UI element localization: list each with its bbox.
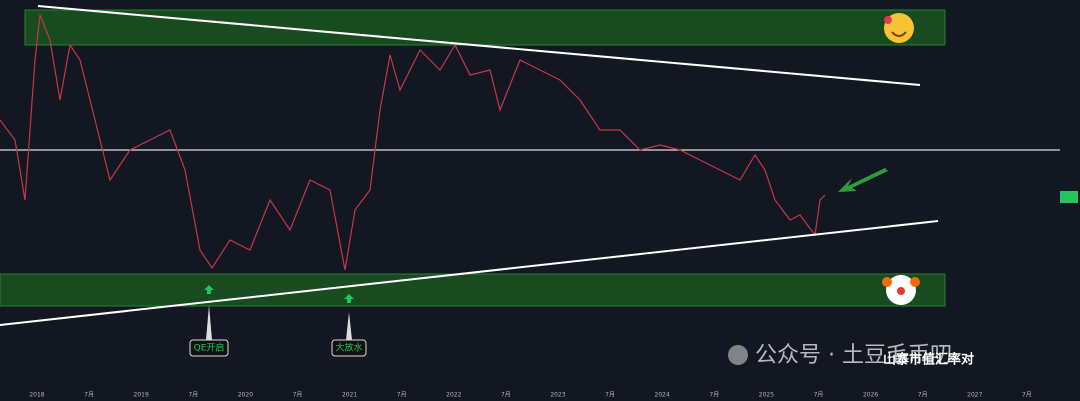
x-axis-label: 7月 [188,392,198,399]
x-axis-label: 2020 [238,392,253,399]
x-axis-label: 7月 [501,392,511,399]
up-arrow [344,294,354,303]
x-axis-label: 2021 [342,392,357,399]
clown-hair [910,277,920,287]
x-axis-label: 7月 [1022,392,1032,399]
clown-nose [897,287,905,295]
x-axis-label: 7月 [709,392,719,399]
x-axis-label: 7月 [918,392,928,399]
top-zone [24,9,946,46]
watermark: 公众号 · 土豆毛币叨 [755,343,952,368]
price-line [0,14,826,271]
x-axis-label: 2022 [446,392,461,399]
wechat-icon [728,345,748,365]
emoji-heart [884,16,892,24]
x-axis-label: 2018 [29,392,44,399]
price-tag [1060,191,1078,203]
annotation: QE开启 [194,342,225,354]
x-axis-label: 7月 [397,392,407,399]
callout-box [331,339,367,357]
x-axis-label: 7月 [605,392,615,399]
callout-box [189,339,229,357]
annotation: 大放水 [335,342,362,354]
x-axis-label: 7月 [84,392,94,399]
x-axis-label: 2023 [550,392,565,399]
up-arrow [204,285,214,294]
x-axis-label: 2019 [134,392,149,399]
x-axis-label: 2027 [967,392,982,399]
x-axis-label: 7月 [293,392,303,399]
callout-pointer [346,312,352,340]
emoji-mouth [891,31,907,37]
resistance-line [37,5,921,86]
pair-label: 山寨市值汇率对 [883,352,974,368]
support-line [0,220,939,326]
clown-hair [882,277,892,287]
x-axis: 2018 7月 2019 7月 2020 7月 2021 7月 2022 7月 2023 7月 2024… [29,392,1031,399]
x-axis-label: 2026 [863,392,878,399]
x-axis-label: 2024 [655,392,670,399]
bottom-zone [0,273,946,307]
x-axis-label: 2025 [759,392,774,399]
x-axis-label: 7月 [814,392,824,399]
callout-pointer [206,305,212,340]
green-arrow [838,168,888,192]
